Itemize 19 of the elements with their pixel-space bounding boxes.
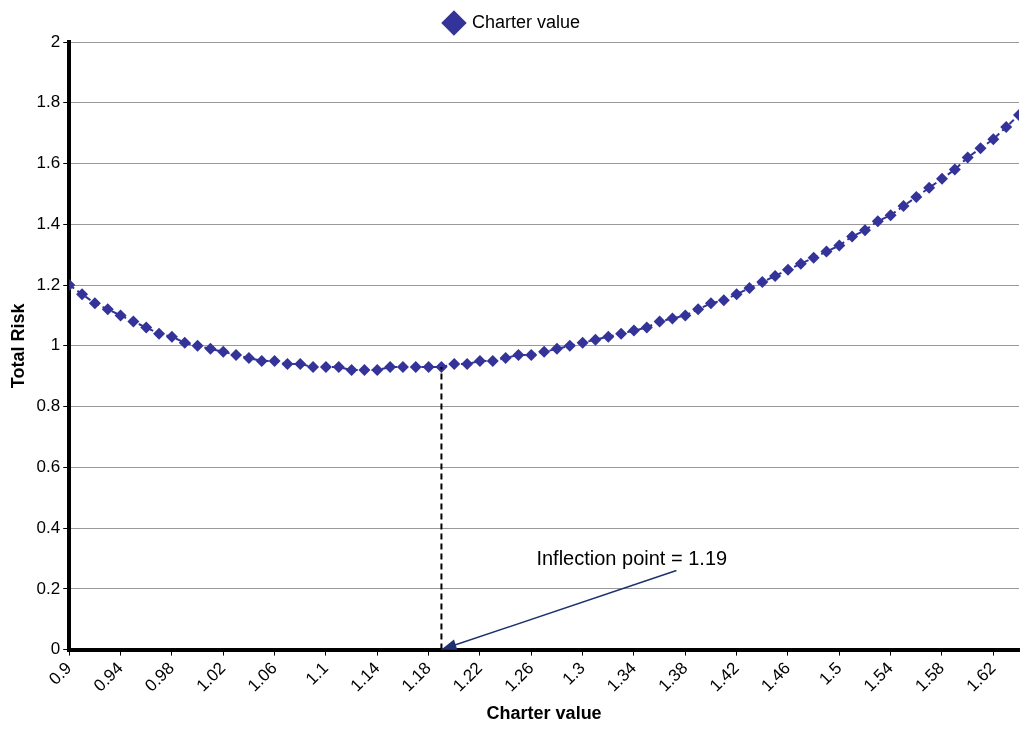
legend-label: Charter value <box>471 11 581 32</box>
x-tick-label: 0.9 <box>45 658 76 689</box>
x-tick-label: 1.3 <box>558 658 589 689</box>
annotation: Inflection point = 1.19 <box>536 547 728 570</box>
y-tick-label: 0.4 <box>36 517 61 537</box>
x-axis-title: Charter value <box>486 703 602 724</box>
y-tick-label: 0.2 <box>36 578 61 598</box>
x-tick-label: 1.5 <box>815 658 846 689</box>
y-tick-label: 0.8 <box>36 396 61 416</box>
y-tick-label: 0 <box>50 639 61 659</box>
y-tick-label: 0.6 <box>36 456 61 476</box>
y-tick-label: 1.6 <box>36 153 61 173</box>
y-axis-title: Total Risk <box>7 302 28 389</box>
y-tick-label: 2 <box>50 31 61 51</box>
y-tick-label: 1.2 <box>36 274 61 294</box>
y-tick-label: 1 <box>50 335 61 355</box>
x-tick-label: 1.1 <box>301 658 333 689</box>
y-tick-label: 1.4 <box>36 213 61 233</box>
y-tick-label: 1.8 <box>36 92 61 112</box>
